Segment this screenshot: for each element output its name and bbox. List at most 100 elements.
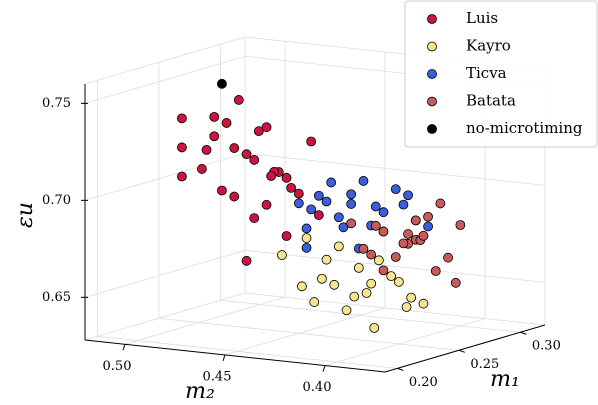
- legend-marker: [427, 124, 437, 134]
- point: [261, 199, 272, 210]
- point: [281, 172, 292, 183]
- point: [209, 131, 220, 142]
- point: [406, 292, 417, 303]
- point: [346, 218, 357, 229]
- y-tick: [222, 354, 226, 362]
- point: [341, 305, 352, 316]
- legend-label: Luis: [466, 9, 498, 27]
- point: [349, 291, 360, 302]
- point: [301, 223, 312, 234]
- grid-line: [124, 41, 286, 345]
- point: [369, 322, 380, 333]
- point: [266, 171, 277, 181]
- point: [297, 281, 307, 292]
- point: [378, 207, 389, 218]
- legend-label: Kayro: [466, 37, 511, 55]
- point: [401, 302, 412, 312]
- point: [423, 211, 433, 222]
- y-axis-label: m₂: [185, 379, 215, 404]
- y-axis-line: [84, 339, 386, 373]
- point: [241, 149, 252, 160]
- x-tick: [397, 367, 404, 371]
- point: [281, 231, 292, 241]
- grid-line: [96, 80, 398, 369]
- point: [321, 254, 332, 265]
- y-tick-label: 0.45: [203, 369, 232, 384]
- point: [317, 273, 327, 284]
- x-tick: [458, 349, 466, 353]
- point: [370, 201, 381, 212]
- legend-label: no-microtiming: [466, 119, 583, 137]
- point: [418, 298, 429, 309]
- point: [249, 213, 260, 223]
- point: [177, 171, 187, 182]
- x-axis-label: m₁: [490, 367, 520, 392]
- x-tick-label: 0.20: [409, 375, 438, 390]
- grid-line: [158, 62, 459, 351]
- y-tick-label: 0.40: [303, 380, 332, 395]
- point: [286, 182, 297, 193]
- point: [346, 189, 357, 200]
- point: [358, 243, 369, 254]
- point: [338, 222, 349, 233]
- point: [403, 190, 413, 201]
- point: [398, 238, 409, 249]
- point: [418, 230, 429, 241]
- point: [366, 249, 377, 260]
- y-tick: [122, 344, 126, 351]
- point: [293, 198, 304, 209]
- z-tick-label: 0.70: [42, 193, 71, 208]
- point: [370, 220, 381, 231]
- point: [197, 164, 207, 174]
- point: [177, 142, 187, 153]
- point: [366, 278, 377, 289]
- legend: Luis Kayro Ticva Batata no-microtiming: [404, 0, 598, 148]
- point: [373, 255, 384, 266]
- point: [393, 276, 404, 287]
- point: [455, 220, 466, 230]
- point: [410, 215, 421, 226]
- point: [378, 265, 389, 276]
- point: [333, 241, 344, 252]
- z-axis-label: εu: [13, 202, 38, 228]
- point: [217, 78, 227, 89]
- point: [261, 122, 272, 133]
- x-tick-label: 0.30: [532, 339, 561, 354]
- legend-marker: [427, 41, 437, 52]
- point: [361, 288, 372, 298]
- point: [390, 184, 401, 195]
- grid-line: [84, 249, 546, 298]
- legend-label: Ticva: [466, 64, 507, 82]
- y-tick: [322, 365, 326, 372]
- point: [201, 144, 212, 155]
- point: [249, 155, 260, 165]
- point: [309, 297, 320, 307]
- y-tick-label: 0.50: [103, 359, 132, 374]
- point: [423, 221, 433, 232]
- z-tick-label: 0.65: [42, 290, 71, 305]
- point: [301, 242, 312, 253]
- point: [293, 188, 304, 199]
- point: [333, 212, 344, 223]
- point: [321, 196, 332, 207]
- point: [430, 266, 441, 276]
- point: [221, 118, 232, 128]
- point: [450, 277, 461, 288]
- legend-box: [404, 0, 598, 148]
- point: [435, 198, 446, 209]
- point: [346, 199, 357, 209]
- legend-marker: [427, 96, 437, 107]
- point: [301, 233, 312, 244]
- grid-line: [219, 44, 521, 333]
- point: [313, 190, 324, 201]
- point: [329, 279, 340, 290]
- point: [233, 95, 244, 105]
- pane-edge: [84, 36, 246, 85]
- point: [253, 126, 264, 137]
- point: [378, 226, 389, 237]
- x-tick-label: 0.25: [470, 357, 499, 372]
- pane-edge: [244, 292, 546, 326]
- point: [353, 262, 364, 273]
- point: [306, 204, 317, 215]
